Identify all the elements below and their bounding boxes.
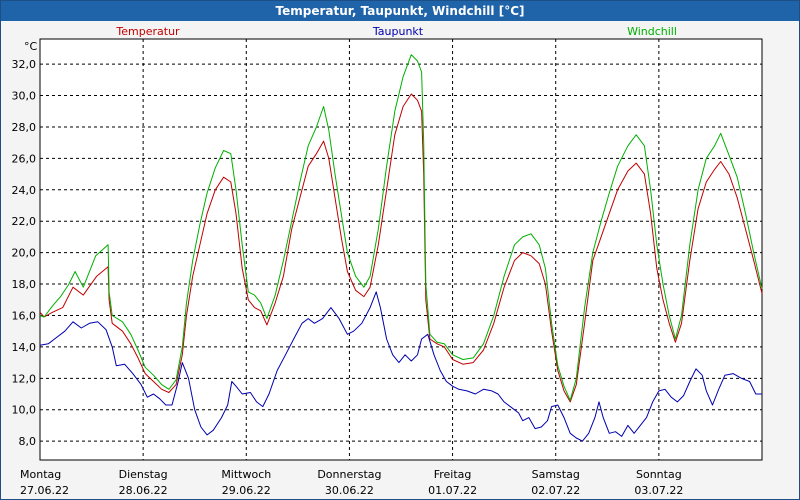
x-tick-date: 03.07.22 [634,484,683,497]
x-tick-weekday: Sonntag [636,468,682,481]
grid [40,39,762,460]
x-tick-date: 01.07.22 [428,484,477,497]
y-unit-label: °C [24,40,38,53]
y-tick-label: 14,0 [12,341,37,354]
x-tick-weekday: Freitag [434,468,472,481]
x-tick-weekday: Dienstag [119,468,168,481]
x-tick-weekday: Montag [20,468,61,481]
series-line-temperatur [39,93,763,403]
x-axis: Montag 27.06.22 Dienstag 28.06.22 Mittwoch 29… [20,468,683,497]
series-lines [39,54,763,442]
x-tick-weekday: Donnerstag [317,468,381,481]
y-tick-label: 22,0 [12,215,37,228]
y-tick-label: 18,0 [12,278,37,291]
y-tick-label: 30,0 [12,90,37,103]
legend: Temperatur Taupunkt Windchill [115,25,677,38]
x-tick-weekday: Mittwoch [221,468,271,481]
legend-entry-temperatur: Temperatur [115,25,180,38]
series-line-windchill [39,54,763,401]
legend-entry-windchill: Windchill [627,25,677,38]
legend-entry-taupunkt: Taupunkt [372,25,424,38]
y-tick-label: 10,0 [12,404,37,417]
x-tick-date: 27.06.22 [20,484,69,497]
x-tick-date: 02.07.22 [531,484,580,497]
x-tick-date: 30.06.22 [325,484,374,497]
y-tick-label: 16,0 [12,309,37,322]
y-tick-label: 12,0 [12,372,37,385]
plot-area [39,38,763,461]
y-axis: °C 8,0 10,0 12,0 14,0 16,0 18,0 20,0 22,0 24,0 26… [12,40,38,448]
series-line-taupunkt [39,291,762,442]
x-tick-date: 29.06.22 [222,484,271,497]
y-tick-label: 24,0 [12,184,37,197]
y-tick-label: 20,0 [12,247,37,260]
chart-title: Temperatur, Taupunkt, Windchill [°C] [1,1,799,21]
y-tick-label: 28,0 [12,121,37,134]
x-tick-weekday: Samstag [532,468,580,481]
y-tick-label: 8,0 [19,435,37,448]
y-tick-label: 26,0 [12,152,37,165]
y-tick-label: 32,0 [12,58,37,71]
x-tick-date: 28.06.22 [119,484,168,497]
